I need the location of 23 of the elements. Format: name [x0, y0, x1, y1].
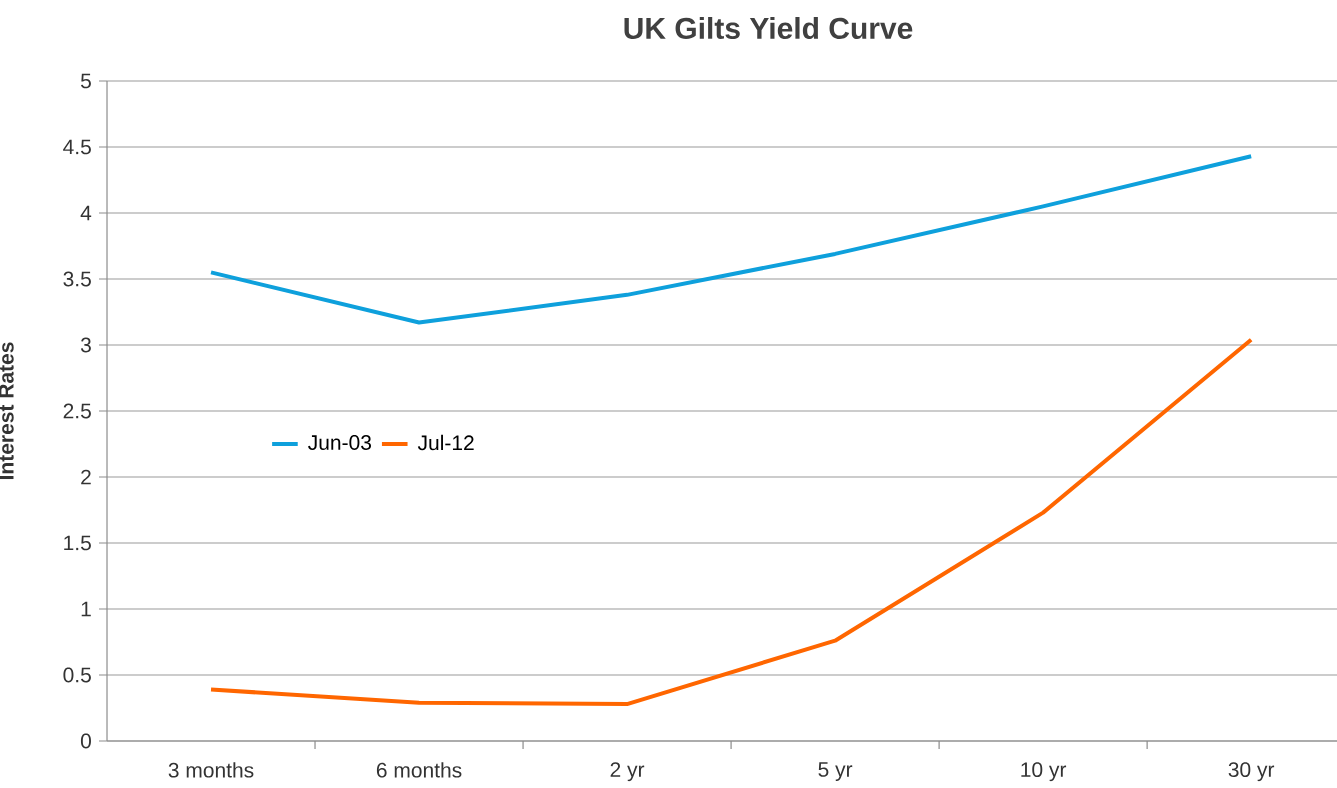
y-tick-label: 2 — [81, 469, 91, 485]
y-tick-label: 0.5 — [63, 667, 91, 683]
line-series — [209, 154, 1254, 325]
x-tick-label: 6 months — [376, 762, 462, 778]
y-tick-label: 3.5 — [63, 271, 91, 287]
y-tick-label: 4.5 — [63, 139, 91, 155]
x-tick-label: 10 yr — [1021, 762, 1067, 782]
y-tick-label: 2.5 — [63, 403, 91, 419]
y-tick-label: 0 — [80, 733, 91, 749]
y-tick-label: 3 — [80, 337, 91, 353]
x-tick-label: 5 yr — [818, 762, 853, 782]
y-tick-label: 1 — [81, 601, 91, 617]
y-tick-label: 5 — [80, 73, 91, 89]
line-series — [209, 337, 1254, 707]
y-axis-title: Interest Rates — [0, 342, 14, 480]
x-tick-label: 30 yr — [1228, 762, 1275, 782]
x-tick-label: 3 months — [168, 762, 254, 778]
chart-title: UK Gilts Yield Curve — [624, 16, 913, 40]
legend-label: Jul-12 — [417, 434, 474, 451]
legend-label: Jun-03 — [308, 435, 371, 450]
y-tick-label: 1.5 — [64, 535, 91, 551]
x-tick-label: 2 yr — [610, 762, 645, 782]
y-tick-label: 4 — [80, 205, 92, 221]
